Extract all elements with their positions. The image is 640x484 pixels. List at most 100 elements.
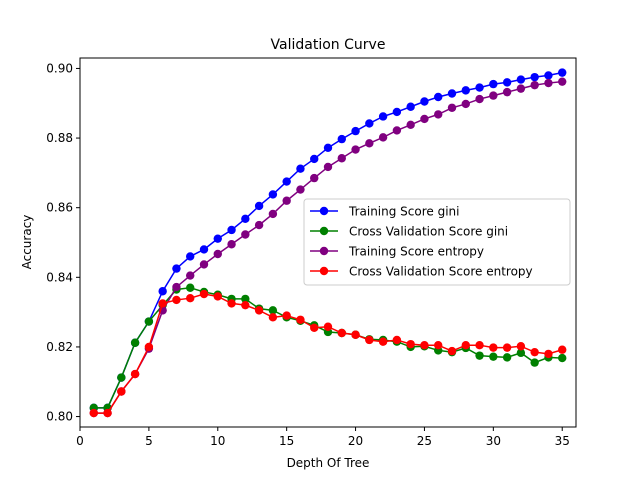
data-point [172,264,181,273]
data-point [544,71,553,80]
data-point [530,72,539,82]
x-tick-label: 15 [279,434,294,448]
data-point [516,348,526,358]
data-point [296,164,305,173]
x-tick-label: 5 [145,434,153,448]
data-point [475,340,484,350]
data-point [199,245,209,254]
data-point [227,299,236,308]
data-point [434,340,443,350]
data-point [544,349,553,359]
data-point [117,387,126,396]
data-point [199,289,209,299]
data-point [351,145,360,154]
data-point [434,92,443,102]
legend-label: Cross Validation Score gini [349,225,508,239]
data-point [268,209,278,219]
legend: Training Score gini Cross Validation Scor… [303,198,571,286]
y-tick-label: 0.84 [46,270,73,284]
y-tick-label: 0.88 [46,131,73,145]
data-point [213,234,222,243]
data-point [420,340,429,350]
data-point [323,322,333,331]
x-axis-label: Depth Of Tree [287,456,370,470]
data-point [268,313,278,322]
data-point [103,408,112,418]
data-point [89,408,98,418]
data-point [241,300,250,310]
data-point [558,68,567,77]
y-axis-label: Accuracy [20,215,34,270]
x-tick-label: 10 [210,434,225,448]
data-point [516,84,526,93]
data-point [296,315,305,324]
data-point [516,342,526,351]
data-point [502,78,512,87]
legend-swatch-marker [319,266,329,276]
axes-frame [79,57,577,428]
data-point [241,214,250,224]
data-point [461,340,470,350]
data-point [420,97,429,106]
data-point [282,196,291,205]
data-point [365,139,374,148]
data-point [544,78,553,88]
series-cross-validation-score-entropy [89,289,567,418]
data-point [254,306,264,315]
data-point [172,282,181,292]
legend-item-cross-validation-score-gini: Cross Validation Score gini [310,225,508,239]
legend-item-training-score-entropy: Training Score entropy [310,245,484,259]
legend-swatch-marker [319,226,329,236]
plot-area [89,68,567,418]
y-tick-label: 0.86 [46,201,73,215]
data-point [199,260,209,269]
data-point [461,86,470,95]
y-tick-label: 0.80 [46,410,73,424]
data-point [502,343,512,352]
legend-label: Cross Validation Score entropy [349,265,533,279]
data-point [186,294,195,303]
legend-box [303,198,571,286]
data-point [530,347,539,357]
data-point [502,87,512,97]
legend-label: Training Score gini [348,205,459,219]
data-point [489,91,498,100]
data-point [241,294,250,304]
data-point [489,352,498,361]
data-point [130,369,140,379]
data-point [406,339,415,349]
legend-swatch-marker [319,206,329,216]
data-point [530,80,539,90]
data-point [158,287,167,296]
data-point [213,292,222,301]
data-point [282,311,291,320]
data-point [558,77,567,86]
y-tick-label: 0.82 [46,340,73,354]
data-point [186,252,195,261]
legend-item-cross-validation-score-entropy: Cross Validation Score entropy [310,265,533,279]
data-point [337,328,346,338]
data-point [241,230,250,239]
data-point [558,345,567,354]
data-point [365,335,374,345]
data-point [323,143,333,153]
data-point [158,299,167,308]
legend-swatch-marker [319,246,329,256]
x-tick-label: 30 [486,434,501,448]
data-point [365,119,374,128]
data-point [254,220,264,230]
data-point [268,190,278,199]
data-point [378,112,388,121]
data-point [461,99,470,109]
data-point [268,306,278,315]
data-point [378,133,388,142]
data-point [310,323,319,332]
data-point [117,373,126,382]
legend-label: Training Score entropy [348,245,484,259]
data-point [489,79,498,89]
data-point [144,342,154,352]
legend-item-training-score-gini: Training Score gini [310,205,459,219]
x-tick-label: 25 [417,434,432,448]
data-point [392,107,402,117]
